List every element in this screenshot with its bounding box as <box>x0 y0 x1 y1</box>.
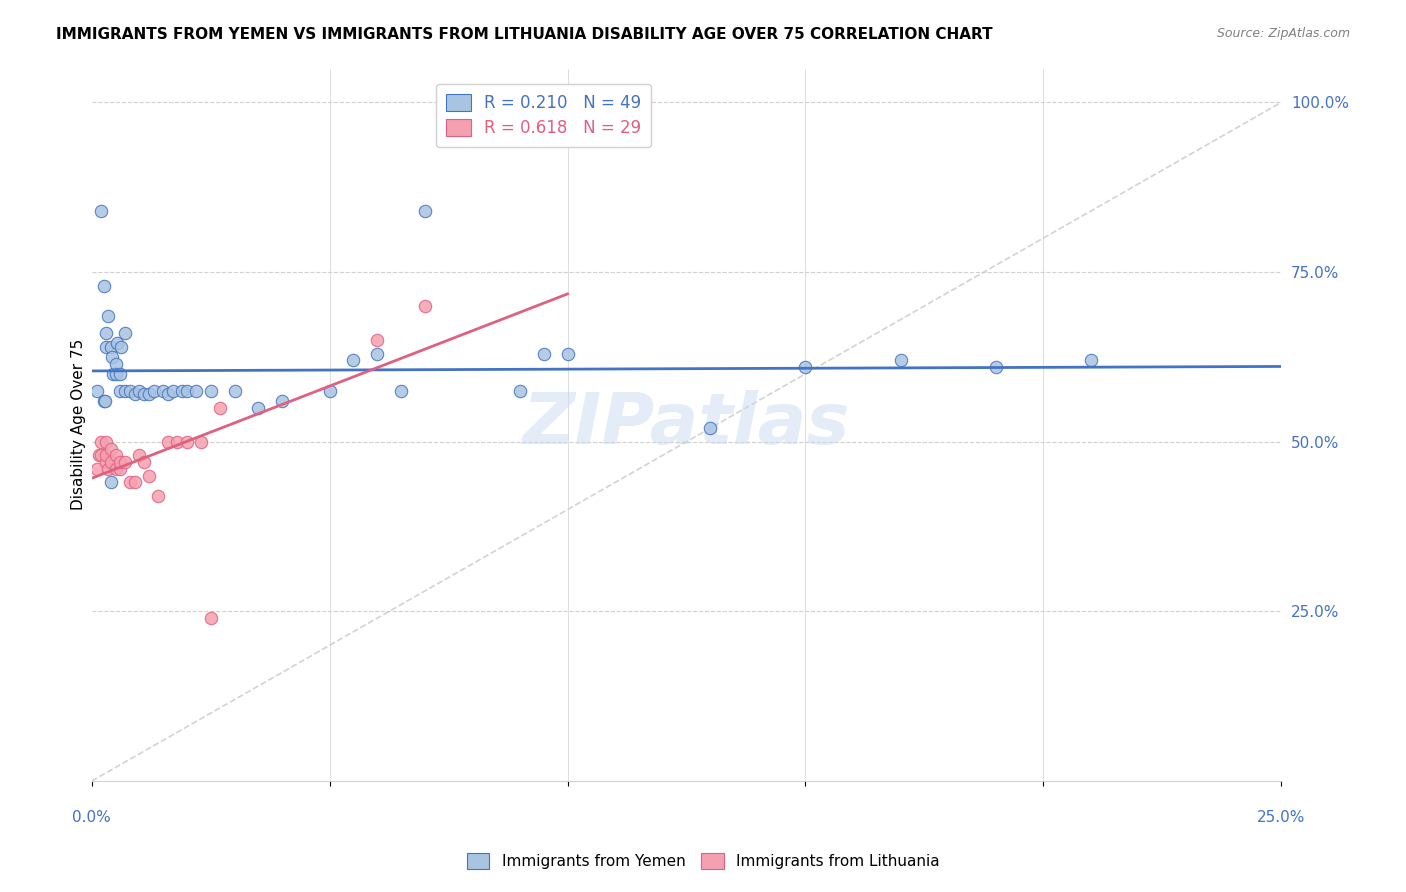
Point <box>97 462 120 476</box>
Point <box>156 434 179 449</box>
Point <box>366 333 388 347</box>
Point <box>118 384 141 398</box>
Text: 0.0%: 0.0% <box>73 810 111 824</box>
Text: ZIPatlas: ZIPatlas <box>523 391 851 459</box>
Point <box>94 448 117 462</box>
Y-axis label: Disability Age Over 75: Disability Age Over 75 <box>72 339 86 510</box>
Point <box>1080 353 1102 368</box>
Point <box>93 394 115 409</box>
Point <box>110 367 132 381</box>
Point <box>134 387 156 401</box>
Point <box>224 384 246 398</box>
Point <box>97 309 120 323</box>
Point <box>87 448 110 462</box>
Point <box>94 326 117 340</box>
Point <box>110 384 132 398</box>
Point <box>389 384 412 398</box>
Point <box>100 350 122 364</box>
Point <box>100 455 122 469</box>
Point <box>94 394 117 409</box>
Point <box>110 462 132 476</box>
Point <box>152 384 174 398</box>
Point <box>128 384 150 398</box>
Point <box>156 387 179 401</box>
Text: IMMIGRANTS FROM YEMEN VS IMMIGRANTS FROM LITHUANIA DISABILITY AGE OVER 75 CORREL: IMMIGRANTS FROM YEMEN VS IMMIGRANTS FROM… <box>56 27 993 42</box>
Point <box>134 455 156 469</box>
Point <box>104 448 127 462</box>
Point <box>86 462 108 476</box>
Point <box>90 448 112 462</box>
Point <box>114 384 136 398</box>
Point <box>509 384 531 398</box>
Point <box>124 475 146 490</box>
Point <box>90 434 112 449</box>
Point <box>699 421 721 435</box>
Point <box>114 455 136 469</box>
Point <box>118 475 141 490</box>
Point <box>124 387 146 401</box>
Point <box>100 340 122 354</box>
Point <box>794 360 817 375</box>
Point <box>186 384 208 398</box>
Point <box>100 475 122 490</box>
Point <box>94 340 117 354</box>
Point <box>318 384 340 398</box>
Point <box>94 434 117 449</box>
Point <box>93 278 115 293</box>
Legend: Immigrants from Yemen, Immigrants from Lithuania: Immigrants from Yemen, Immigrants from L… <box>460 847 946 875</box>
Point <box>557 346 579 360</box>
Point <box>247 401 270 415</box>
Point <box>271 394 294 409</box>
Point <box>104 367 127 381</box>
Point <box>209 401 232 415</box>
Point <box>104 357 127 371</box>
Point <box>86 384 108 398</box>
Point <box>114 326 136 340</box>
Point <box>148 489 170 503</box>
Point <box>104 462 127 476</box>
Point <box>366 346 388 360</box>
Legend: R = 0.210   N = 49, R = 0.618   N = 29: R = 0.210 N = 49, R = 0.618 N = 29 <box>436 84 651 147</box>
Point <box>103 367 125 381</box>
Point <box>128 448 150 462</box>
Point <box>533 346 555 360</box>
Text: Source: ZipAtlas.com: Source: ZipAtlas.com <box>1216 27 1350 40</box>
Point <box>984 360 1007 375</box>
Point <box>413 204 436 219</box>
Point <box>138 387 160 401</box>
Point <box>90 204 112 219</box>
Point <box>176 384 198 398</box>
Point <box>94 455 117 469</box>
Point <box>166 434 188 449</box>
Point <box>200 384 222 398</box>
Text: 25.0%: 25.0% <box>1257 810 1305 824</box>
Point <box>413 299 436 313</box>
Point <box>162 384 184 398</box>
Point <box>342 353 364 368</box>
Point <box>172 384 194 398</box>
Point <box>110 455 132 469</box>
Point <box>200 611 222 625</box>
Point <box>100 442 122 456</box>
Point <box>176 434 198 449</box>
Point <box>110 340 132 354</box>
Point <box>142 384 165 398</box>
Point <box>889 353 911 368</box>
Point <box>190 434 212 449</box>
Point <box>105 336 128 351</box>
Point <box>138 468 160 483</box>
